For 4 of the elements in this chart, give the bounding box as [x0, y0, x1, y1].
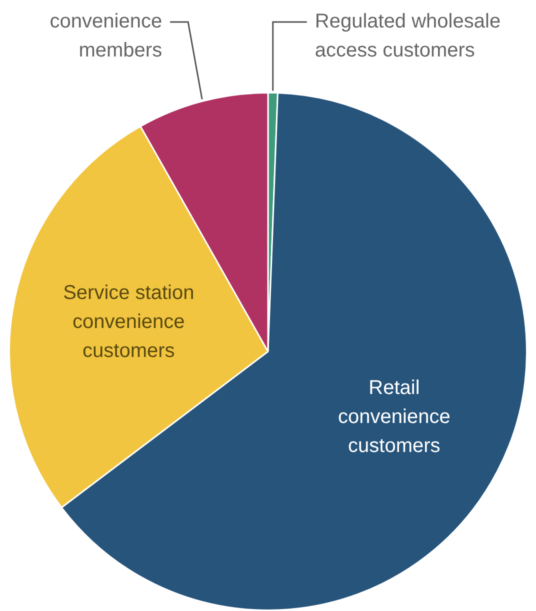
slice-label: Service station convenience customers [63, 282, 194, 362]
slice-label: Regulated wholesale access customers [314, 10, 501, 62]
slice-label: convenience members [50, 10, 162, 62]
slice-label: Retail convenience customers [338, 376, 450, 457]
